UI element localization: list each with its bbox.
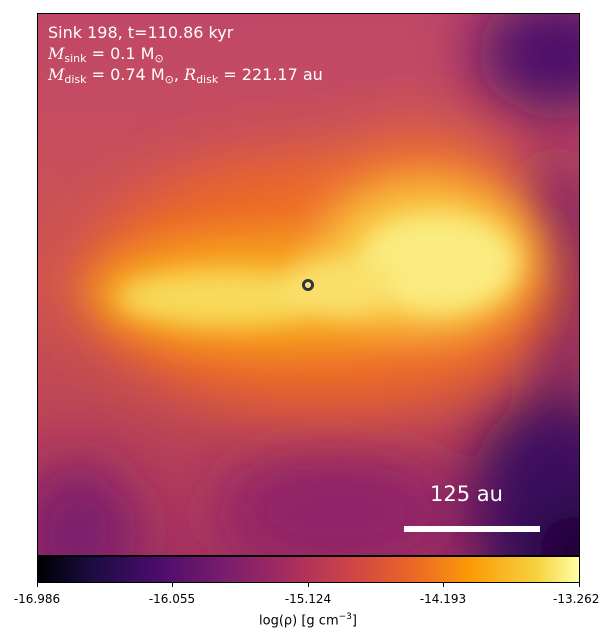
colorbar-tick-label: -14.193 bbox=[419, 592, 467, 606]
colorbar-tick-label: -16.986 bbox=[13, 592, 61, 606]
scale-bar bbox=[404, 526, 540, 532]
scale-bar-label: 125 au bbox=[430, 482, 503, 506]
disk-properties-label: Mdisk = 0.74 M⊙, Rdisk = 221.17 au bbox=[48, 65, 323, 86]
colorbar bbox=[37, 556, 580, 583]
colorbar-tick-label: -16.055 bbox=[148, 592, 196, 606]
colorbar-tick-label: -15.124 bbox=[284, 592, 332, 606]
density-field-image bbox=[38, 14, 579, 555]
colorbar-label: log(ρ) [g cm−3] bbox=[259, 612, 357, 629]
colorbar-tick bbox=[308, 583, 309, 587]
colorbar-tick-label: -13.262 bbox=[553, 592, 600, 606]
colorbar-tick bbox=[443, 583, 444, 587]
colorbar-tick bbox=[172, 583, 173, 587]
colorbar-tick bbox=[37, 583, 38, 587]
simulation-annotation: Sink 198, t=110.86 kyr Msink = 0.1 M⊙ Md… bbox=[48, 22, 323, 85]
sink-particle-marker bbox=[302, 279, 314, 291]
sink-time-label: Sink 198, t=110.86 kyr bbox=[48, 23, 234, 42]
colorbar-tick bbox=[579, 583, 580, 587]
sink-mass-label: Msink = 0.1 M⊙ bbox=[48, 44, 164, 65]
density-map-panel: Sink 198, t=110.86 kyr Msink = 0.1 M⊙ Md… bbox=[37, 13, 580, 556]
